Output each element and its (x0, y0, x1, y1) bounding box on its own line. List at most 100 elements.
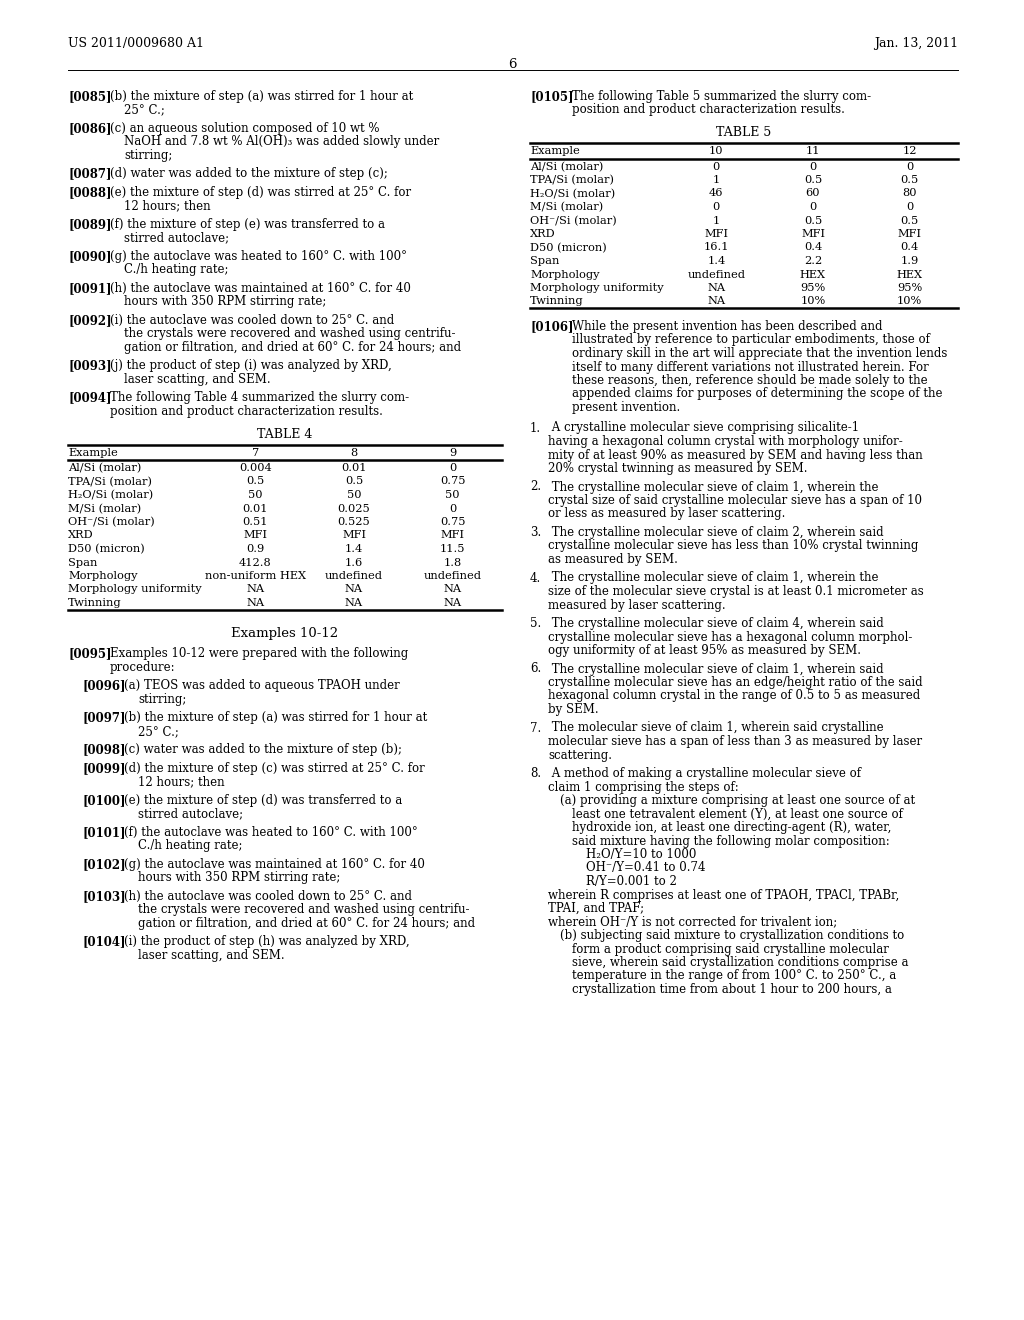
Text: undefined: undefined (424, 572, 481, 581)
Text: 10: 10 (709, 147, 724, 156)
Text: measured by laser scattering.: measured by laser scattering. (548, 598, 726, 611)
Text: 0: 0 (906, 161, 913, 172)
Text: TPA/Si (molar): TPA/Si (molar) (68, 477, 152, 487)
Text: Twinning: Twinning (68, 598, 122, 609)
Text: [0087]: [0087] (68, 168, 112, 181)
Text: 0.51: 0.51 (243, 517, 268, 527)
Text: Example: Example (530, 147, 580, 156)
Text: NA: NA (345, 598, 364, 609)
Text: 25° C.;: 25° C.; (124, 103, 165, 116)
Text: [0102]: [0102] (82, 858, 126, 871)
Text: D50 (micron): D50 (micron) (68, 544, 144, 554)
Text: having a hexagonal column crystal with morphology unifor-: having a hexagonal column crystal with m… (548, 436, 903, 447)
Text: 3.: 3. (530, 525, 542, 539)
Text: hours with 350 RPM stirring rate;: hours with 350 RPM stirring rate; (138, 871, 340, 884)
Text: [0094]: [0094] (68, 392, 112, 404)
Text: NA: NA (443, 598, 462, 609)
Text: 0.5: 0.5 (246, 477, 264, 487)
Text: 2.: 2. (530, 480, 541, 494)
Text: scattering.: scattering. (548, 748, 612, 762)
Text: C./h heating rate;: C./h heating rate; (138, 840, 243, 853)
Text: 7.: 7. (530, 722, 542, 734)
Text: Al/Si (molar): Al/Si (molar) (68, 463, 141, 474)
Text: (g) the autoclave was maintained at 160° C. for 40: (g) the autoclave was maintained at 160°… (124, 858, 425, 871)
Text: stirred autoclave;: stirred autoclave; (138, 808, 243, 821)
Text: (d) water was added to the mixture of step (c);: (d) water was added to the mixture of st… (110, 168, 388, 181)
Text: stirred autoclave;: stirred autoclave; (124, 231, 229, 244)
Text: XRD: XRD (530, 228, 556, 239)
Text: (i) the autoclave was cooled down to 25° C. and: (i) the autoclave was cooled down to 25°… (110, 314, 394, 327)
Text: MFI: MFI (342, 531, 366, 540)
Text: Al/Si (molar): Al/Si (molar) (530, 161, 603, 172)
Text: crystal size of said crystalline molecular sieve has a span of 10: crystal size of said crystalline molecul… (548, 494, 922, 507)
Text: NA: NA (708, 282, 725, 293)
Text: 1: 1 (713, 215, 720, 226)
Text: 6: 6 (508, 58, 516, 71)
Text: Morphology uniformity: Morphology uniformity (68, 585, 202, 594)
Text: (c) water was added to the mixture of step (b);: (c) water was added to the mixture of st… (124, 743, 402, 756)
Text: [0097]: [0097] (82, 711, 126, 725)
Text: 0: 0 (713, 202, 720, 213)
Text: XRD: XRD (68, 531, 93, 540)
Text: 0.525: 0.525 (338, 517, 371, 527)
Text: NA: NA (246, 585, 264, 594)
Text: wherein R comprises at least one of TPAOH, TPACl, TPABr,: wherein R comprises at least one of TPAO… (548, 888, 899, 902)
Text: [0089]: [0089] (68, 218, 112, 231)
Text: procedure:: procedure: (110, 661, 176, 675)
Text: (b) subjecting said mixture to crystallization conditions to: (b) subjecting said mixture to crystalli… (560, 929, 904, 942)
Text: 80: 80 (902, 189, 916, 198)
Text: (b) the mixture of step (a) was stirred for 1 hour at: (b) the mixture of step (a) was stirred … (124, 711, 427, 725)
Text: appended claims for purposes of determining the scope of the: appended claims for purposes of determin… (572, 388, 942, 400)
Text: (e) the mixture of step (d) was transferred to a: (e) the mixture of step (d) was transfer… (124, 795, 402, 807)
Text: Example: Example (68, 447, 118, 458)
Text: itself to many different variations not illustrated herein. For: itself to many different variations not … (572, 360, 929, 374)
Text: (f) the autoclave was heated to 160° C. with 100°: (f) the autoclave was heated to 160° C. … (124, 826, 418, 840)
Text: Morphology uniformity: Morphology uniformity (530, 282, 664, 293)
Text: OH⁻/Y=0.41 to 0.74: OH⁻/Y=0.41 to 0.74 (586, 862, 706, 874)
Text: (h) the autoclave was cooled down to 25° C. and: (h) the autoclave was cooled down to 25°… (124, 890, 412, 903)
Text: MFI: MFI (440, 531, 465, 540)
Text: 0.004: 0.004 (239, 463, 271, 473)
Text: position and product characterization results.: position and product characterization re… (572, 103, 845, 116)
Text: 0.5: 0.5 (804, 215, 822, 226)
Text: H₂O/Y=10 to 1000: H₂O/Y=10 to 1000 (586, 847, 696, 861)
Text: temperature in the range of from 100° C. to 250° C., a: temperature in the range of from 100° C.… (572, 969, 896, 982)
Text: 0.9: 0.9 (246, 544, 264, 554)
Text: 95%: 95% (897, 282, 923, 293)
Text: crystallization time from about 1 hour to 200 hours, a: crystallization time from about 1 hour t… (572, 983, 892, 997)
Text: 1.4: 1.4 (708, 256, 725, 267)
Text: crystalline molecular sieve has less than 10% crystal twinning: crystalline molecular sieve has less tha… (548, 540, 919, 553)
Text: or less as measured by laser scattering.: or less as measured by laser scattering. (548, 507, 785, 520)
Text: MFI: MFI (898, 228, 922, 239)
Text: 0.5: 0.5 (900, 215, 919, 226)
Text: Span: Span (530, 256, 559, 267)
Text: [0090]: [0090] (68, 249, 112, 263)
Text: 0: 0 (809, 202, 816, 213)
Text: 0.4: 0.4 (804, 243, 822, 252)
Text: TABLE 5: TABLE 5 (717, 125, 772, 139)
Text: 12: 12 (902, 147, 916, 156)
Text: size of the molecular sieve crystal is at least 0.1 micrometer as: size of the molecular sieve crystal is a… (548, 585, 924, 598)
Text: (f) the mixture of step (e) was transferred to a: (f) the mixture of step (e) was transfer… (110, 218, 385, 231)
Text: The molecular sieve of claim 1, wherein said crystalline: The molecular sieve of claim 1, wherein … (548, 722, 884, 734)
Text: H₂O/Si (molar): H₂O/Si (molar) (68, 490, 154, 500)
Text: (i) the product of step (h) was analyzed by XRD,: (i) the product of step (h) was analyzed… (124, 936, 410, 949)
Text: crystalline molecular sieve has an edge/height ratio of the said: crystalline molecular sieve has an edge/… (548, 676, 923, 689)
Text: The crystalline molecular sieve of claim 1, wherein said: The crystalline molecular sieve of claim… (548, 663, 884, 676)
Text: A method of making a crystalline molecular sieve of: A method of making a crystalline molecul… (548, 767, 861, 780)
Text: 0.01: 0.01 (341, 463, 367, 473)
Text: 1: 1 (713, 176, 720, 185)
Text: the crystals were recovered and washed using centrifu-: the crystals were recovered and washed u… (124, 327, 456, 341)
Text: Twinning: Twinning (530, 297, 584, 306)
Text: 8.: 8. (530, 767, 541, 780)
Text: TPAI, and TPAF;: TPAI, and TPAF; (548, 902, 644, 915)
Text: 50: 50 (347, 490, 361, 500)
Text: 7: 7 (252, 447, 259, 458)
Text: (a) TEOS was added to aqueous TPAOH under: (a) TEOS was added to aqueous TPAOH unde… (124, 680, 399, 693)
Text: by SEM.: by SEM. (548, 704, 599, 715)
Text: [0101]: [0101] (82, 826, 126, 840)
Text: M/Si (molar): M/Si (molar) (530, 202, 603, 213)
Text: 50: 50 (445, 490, 460, 500)
Text: claim 1 comprising the steps of:: claim 1 comprising the steps of: (548, 780, 738, 793)
Text: HEX: HEX (897, 269, 923, 280)
